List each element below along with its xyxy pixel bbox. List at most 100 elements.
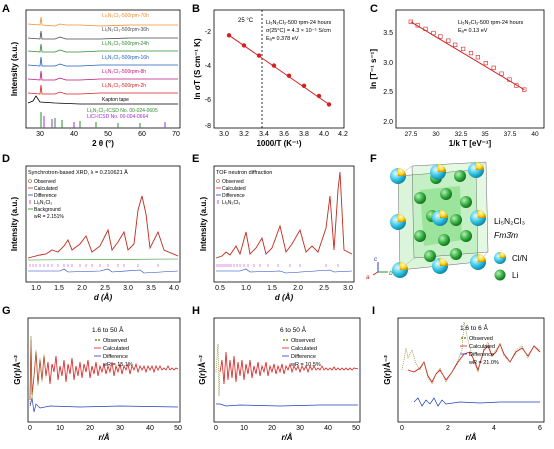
xrd-patterns <box>27 16 178 105</box>
data-point <box>491 65 496 70</box>
axis-label-c: c <box>374 256 378 263</box>
background-d <box>27 258 179 261</box>
room-temp-label-b: 25 °C <box>238 18 254 24</box>
annotation-b-ea: Eₐ= 0.378 eV <box>266 36 299 42</box>
panel-a: A Li₅N₂Cl₃-500rpm-70h Li₅N₂Cl₃-5 <box>2 3 181 148</box>
cl-n-atoms <box>390 162 486 278</box>
annotation-c-ea: Eₐ= 0.13 eV <box>458 28 488 34</box>
x-tick-i: 6 <box>538 425 542 432</box>
x-axis-label-c: 1/k T [eV⁻¹] <box>449 139 492 148</box>
legend-d-difference: Difference <box>34 193 57 199</box>
difference-e <box>216 268 353 274</box>
panel-b: B 25 °C Li₅N₂Cl₃-500 rpm-24 hours σ(25°C… <box>192 3 348 148</box>
xrd-pattern-36h <box>27 30 178 40</box>
x-tick-c: 35 <box>481 131 489 138</box>
data-point <box>408 19 413 24</box>
x-axis-label-b: 1000/T (K⁻¹) <box>256 139 301 148</box>
x-tick-d: 1.0 <box>31 285 41 292</box>
legend-e-calculated: Calculated <box>222 186 246 192</box>
x-tick-d: 2.5 <box>100 285 110 292</box>
x-tick-i: 2 <box>446 425 450 432</box>
data-point <box>241 43 247 48</box>
legend-a-70h: Li₅N₂Cl₃-500rpm-70h <box>102 13 149 19</box>
panel-letter-h: H <box>192 305 200 317</box>
x-tick-e: 1.5 <box>267 285 277 292</box>
crystal-structure <box>390 161 489 278</box>
y-ticks-b: -2 -4 -6 -8 <box>205 29 211 130</box>
panel-letter-c: C <box>370 3 378 15</box>
legend-d-background: Background <box>34 207 61 213</box>
legend-d-observed: Observed <box>34 179 56 185</box>
x-axis-label-e: d (Å) <box>275 293 294 302</box>
x-tick-e: 3.0 <box>343 285 353 292</box>
x-tick-i: 0 <box>400 425 404 432</box>
panel-f: F <box>366 153 528 281</box>
data-point <box>423 26 428 31</box>
difference-h <box>216 403 358 407</box>
data-point <box>446 38 451 43</box>
x-tick-a: 30 <box>36 131 44 138</box>
x-tick-h: 20 <box>268 425 276 432</box>
data-points-c <box>408 19 527 92</box>
plot-frame-h <box>213 317 361 423</box>
legend-h-calculated: Calculated <box>291 346 317 352</box>
fit-line-c <box>410 21 525 91</box>
x-tick-g: 10 <box>56 425 64 432</box>
x-ticks-d: 1.0 1.5 2.0 2.5 3.0 3.5 4.0 <box>31 285 179 292</box>
data-point <box>286 73 292 78</box>
x-tick-a: 50 <box>104 131 112 138</box>
observed-h <box>215 343 221 397</box>
annotation-b-conductivity: σ(25°C) = 4.3 × 10⁻⁵ S/cm <box>266 27 331 34</box>
data-points-b <box>226 33 332 107</box>
calculated-i <box>407 342 541 383</box>
legend-e: Observed Calculated Difference Li₅N₂Cl₃ <box>216 179 246 206</box>
legend-a-2h: Li₅N₂Cl₃-500rpm-2h <box>102 83 146 89</box>
plot-frame-i <box>397 317 545 423</box>
data-point <box>326 102 332 107</box>
legend-f-cl-n: Cl/N <box>512 254 528 263</box>
x-tick-c: 40 <box>531 131 539 138</box>
reflection-ticks-e <box>216 264 339 267</box>
xrd-pattern-8h <box>27 70 178 81</box>
legend-g-calculated: Calculated <box>103 346 129 352</box>
x-tick-g: 0 <box>28 425 32 432</box>
x-tick-a: 60 <box>138 131 146 138</box>
x-ticks-a: 30 40 50 60 70 <box>36 131 180 138</box>
x-ticks-c: 27.5 30 32.5 35 37.5 40 <box>405 131 539 138</box>
data-point <box>316 93 322 99</box>
x-tick-b: 4.2 <box>338 131 348 138</box>
panel-letter-e: E <box>192 153 199 165</box>
legend-a-kapton: Kapton tape <box>102 97 129 103</box>
x-ticks-e: 0.5 1.0 1.5 2.0 2.5 3.0 <box>215 285 353 292</box>
axis-label-b: b <box>389 270 393 277</box>
data-point <box>256 53 262 58</box>
x-tick-b: 3.2 <box>239 131 249 138</box>
reflection-ticks-d <box>29 264 159 267</box>
difference-d <box>28 268 179 274</box>
annotation-b-sample: Li₅N₂Cl₃-500 rpm-24 hours <box>266 20 332 26</box>
annotation-c-sample: Li₅N₂Cl₃-500 rpm-24 hours <box>458 20 524 26</box>
data-point <box>468 50 474 56</box>
legend-h-difference: Difference <box>291 354 316 360</box>
wr-h: wR = 10.5% <box>290 362 321 368</box>
x-tick-c: 30 <box>432 131 440 138</box>
x-tick-a: 40 <box>70 131 78 138</box>
y-tick-b: -6 <box>205 97 211 104</box>
ref-label-li5n2cl3: Li₅N₂Cl₃-ICSD No. 00-024-0605 <box>87 108 158 114</box>
space-group-label: Fm3̄m <box>494 230 518 240</box>
legend-g-observed: Observed <box>103 338 127 344</box>
xrd-pattern-16h <box>27 56 178 67</box>
data-point <box>460 46 466 52</box>
data-point <box>475 55 480 60</box>
x-tick-e: 1.0 <box>241 285 251 292</box>
panel-letter-i: I <box>372 305 375 317</box>
data-point <box>438 34 443 39</box>
x-ticks-b: 3.0 3.2 3.4 3.6 3.8 4.0 4.2 <box>219 131 348 138</box>
x-axis-label-g: r/Å <box>98 433 109 442</box>
legend-h-observed: Observed <box>291 338 315 344</box>
x-tick-g: 50 <box>174 425 182 432</box>
x-ticks-i: 0 2 4 6 <box>400 425 542 432</box>
data-point <box>483 60 488 66</box>
data-point <box>522 87 527 92</box>
